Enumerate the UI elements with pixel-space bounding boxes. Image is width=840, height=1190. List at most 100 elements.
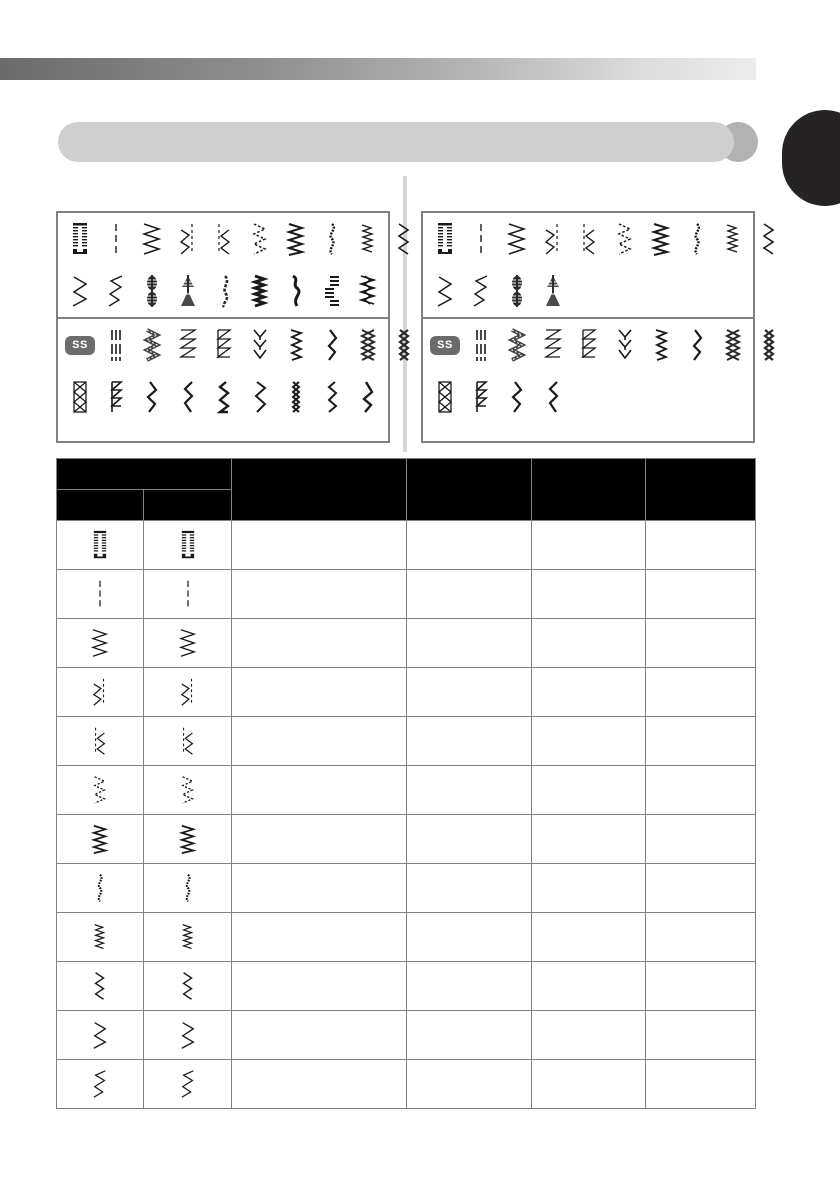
cell-icon-wavy-scallop-b[interactable] xyxy=(143,863,232,913)
narrow-zigzag-icon[interactable] xyxy=(751,216,787,262)
stitch-row: SS xyxy=(58,319,410,371)
zigzag-dotted-icon[interactable] xyxy=(607,216,643,262)
spool-motif-icon[interactable] xyxy=(134,268,170,314)
cross-wave-icon[interactable] xyxy=(278,374,314,420)
cell-icon-slant-zigzag-a[interactable] xyxy=(56,1059,144,1109)
cell-icon-buttonhole-b[interactable] xyxy=(143,520,232,570)
triple-zigzag-icon[interactable] xyxy=(643,216,679,262)
sharp-wave-icon[interactable] xyxy=(170,374,206,420)
cell-icon-zigzag-dashed-right-a[interactable] xyxy=(56,716,144,766)
zigzag-wide-icon[interactable] xyxy=(134,216,170,262)
header-group-width xyxy=(645,458,756,521)
cell-icon-buttonhole-a[interactable] xyxy=(56,520,144,570)
cell-icon-triple-zigzag-b[interactable] xyxy=(143,814,232,864)
triangle-chain-icon[interactable] xyxy=(170,322,206,368)
zigzag-wide-icon[interactable] xyxy=(499,216,535,262)
cell-icon-loop-zigzag-a[interactable] xyxy=(56,912,144,962)
arrow-chain-icon[interactable] xyxy=(607,322,643,368)
cell-icon-narrow-zigzag-b[interactable] xyxy=(143,961,232,1011)
half-triangle-icon[interactable] xyxy=(571,322,607,368)
cell-icon-zigzag-dotted-a[interactable] xyxy=(56,765,144,815)
cell-name xyxy=(231,1059,407,1109)
cell-icon-stretch-zigzag-b[interactable] xyxy=(143,1010,232,1060)
zigzag-dashed-right-icon[interactable] xyxy=(571,216,607,262)
angular-wave-icon[interactable] xyxy=(242,374,278,420)
zigzag-dashed-left-icon[interactable] xyxy=(170,216,206,262)
buttonhole-icon[interactable] xyxy=(62,216,98,262)
half-triangle-icon[interactable] xyxy=(206,322,242,368)
title-banner xyxy=(58,122,758,162)
z-wave-icon[interactable] xyxy=(206,374,242,420)
cell-icon-triple-zigzag-a[interactable] xyxy=(56,814,144,864)
cell-icon-straight-basting-b[interactable] xyxy=(143,569,232,619)
wavy-scallop-icon[interactable] xyxy=(679,216,715,262)
tree-motif-icon[interactable] xyxy=(535,268,571,314)
cross-lattice-icon[interactable] xyxy=(350,322,386,368)
cell-icon-slant-zigzag-b[interactable] xyxy=(143,1059,232,1109)
rick-rack-icon[interactable] xyxy=(134,322,170,368)
spool-motif-icon[interactable] xyxy=(499,268,535,314)
slant-zigzag-icon[interactable] xyxy=(463,268,499,314)
straight-basting-icon[interactable] xyxy=(98,216,134,262)
box-lattice-icon[interactable] xyxy=(427,374,463,420)
cell-icon-zigzag-wide-a[interactable] xyxy=(56,618,144,668)
dense-overlock-icon[interactable] xyxy=(242,268,278,314)
ladder-block-icon[interactable] xyxy=(314,268,350,314)
straight-basting-icon[interactable] xyxy=(463,216,499,262)
table-subheader-row xyxy=(56,489,756,521)
triple-straight-icon[interactable] xyxy=(98,322,134,368)
cell-icon-zigzag-dotted-b[interactable] xyxy=(143,765,232,815)
stretch-overlock-icon[interactable] xyxy=(278,322,314,368)
cell-icon-zigzag-dashed-left-a[interactable] xyxy=(56,667,144,717)
slant-wave-icon[interactable] xyxy=(499,374,535,420)
triple-zigzag-icon[interactable] xyxy=(278,216,314,262)
stretch-overlock-icon[interactable] xyxy=(643,322,679,368)
cell-icon-loop-zigzag-b[interactable] xyxy=(143,912,232,962)
loop-zigzag-icon[interactable] xyxy=(715,216,751,262)
loop-zigzag-icon[interactable] xyxy=(350,216,386,262)
cell-icon-zigzag-dashed-right-b[interactable] xyxy=(143,716,232,766)
double-wave-icon[interactable] xyxy=(314,374,350,420)
double-overlock-icon[interactable] xyxy=(350,268,386,314)
cross-lattice-icon[interactable] xyxy=(715,322,751,368)
zigzag-dotted-icon[interactable] xyxy=(242,216,278,262)
cell-icon-narrow-zigzag-a[interactable] xyxy=(56,961,144,1011)
serpentine-icon[interactable] xyxy=(278,268,314,314)
cell-icon-wavy-scallop-a[interactable] xyxy=(56,863,144,913)
tree-motif-icon[interactable] xyxy=(170,268,206,314)
stretch-zigzag-icon[interactable] xyxy=(62,268,98,314)
alternate-stitch-panel: SS xyxy=(421,211,775,443)
ripple-wave-icon[interactable] xyxy=(350,374,386,420)
diamond-chain-icon[interactable] xyxy=(386,322,422,368)
slant-zigzag-icon[interactable] xyxy=(98,268,134,314)
cell-foot xyxy=(531,716,646,766)
table-header-group-row xyxy=(56,458,756,521)
cell-foot xyxy=(531,667,646,717)
wave-stitch-icon[interactable] xyxy=(314,322,350,368)
cell-foot xyxy=(531,1059,646,1109)
page-section-tab[interactable] xyxy=(782,110,840,206)
rick-rack-icon[interactable] xyxy=(499,322,535,368)
cell-icon-stretch-zigzag-a[interactable] xyxy=(56,1010,144,1060)
arrow-chain-icon[interactable] xyxy=(242,322,278,368)
cell-icon-zigzag-wide-b[interactable] xyxy=(143,618,232,668)
wave-stitch-icon[interactable] xyxy=(679,322,715,368)
narrow-zigzag-icon[interactable] xyxy=(386,216,422,262)
cell-icon-zigzag-dashed-left-b[interactable] xyxy=(143,667,232,717)
triple-straight-icon[interactable] xyxy=(463,322,499,368)
buttonhole-icon[interactable] xyxy=(427,216,463,262)
zigzag-dashed-right-icon[interactable] xyxy=(206,216,242,262)
slant-wave-icon[interactable] xyxy=(134,374,170,420)
stretch-zigzag-icon[interactable] xyxy=(427,268,463,314)
comb-stitch-icon[interactable] xyxy=(463,374,499,420)
feather-half-icon[interactable] xyxy=(206,268,242,314)
cell-purpose xyxy=(406,1059,532,1109)
box-lattice-icon[interactable] xyxy=(62,374,98,420)
diamond-chain-icon[interactable] xyxy=(751,322,787,368)
comb-stitch-icon[interactable] xyxy=(98,374,134,420)
sharp-wave-icon[interactable] xyxy=(535,374,571,420)
cell-icon-straight-basting-a[interactable] xyxy=(56,569,144,619)
wavy-scallop-icon[interactable] xyxy=(314,216,350,262)
zigzag-dashed-left-icon[interactable] xyxy=(535,216,571,262)
triangle-chain-icon[interactable] xyxy=(535,322,571,368)
